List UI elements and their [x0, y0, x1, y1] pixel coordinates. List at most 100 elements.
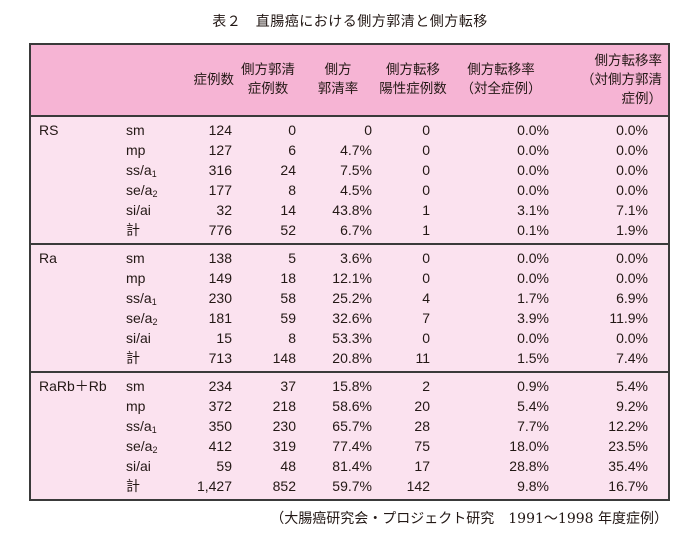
rate-dissected-cell: 0.0%: [552, 268, 669, 288]
table-row: si/ai 15 8 53.3% 0 0.0% 0.0%: [30, 328, 669, 348]
rate-dissected-cell: 1.9%: [552, 220, 669, 244]
rate-dissected-cell: 6.9%: [552, 288, 669, 308]
positive-cell: 11: [376, 348, 450, 372]
dissected-cell: 14: [236, 200, 300, 220]
dissected-cell: 8: [236, 180, 300, 200]
cases-cell: 234: [186, 371, 236, 396]
dissection-rate-cell: 0: [300, 116, 376, 140]
stage-label: 計: [126, 350, 140, 366]
stage-cell: 計: [126, 476, 186, 500]
stage-label: sm: [126, 378, 145, 394]
rate-dissected-cell: 0.0%: [552, 180, 669, 200]
positive-cell: 17: [376, 456, 450, 476]
dissected-cell: 230: [236, 416, 300, 436]
stage-label: se/a: [126, 182, 153, 198]
rate-all-cell: 0.0%: [450, 116, 552, 140]
rate-dissected-cell: 0.0%: [552, 328, 669, 348]
rate-dissected-cell: 7.4%: [552, 348, 669, 372]
group-label: [30, 396, 126, 416]
stage-label: mp: [126, 270, 146, 286]
group-rs: RS sm 124 0 0 0 0.0% 0.0% mp 127 6 4.7% 0 0.0% 0.0% ss/…: [30, 116, 669, 244]
group-label: [30, 140, 126, 160]
table-row: mp 127 6 4.7% 0 0.0% 0.0%: [30, 140, 669, 160]
group-label: RS: [30, 116, 126, 140]
stage-label: se/a: [126, 438, 153, 454]
column-header: 側方転移率 （対全症例）: [450, 44, 552, 117]
stage-cell: se/a2: [126, 180, 186, 200]
group-label: [30, 160, 126, 180]
dissected-cell: 48: [236, 456, 300, 476]
group-label: [30, 416, 126, 436]
cases-cell: 350: [186, 416, 236, 436]
stage-cell: 計: [126, 220, 186, 244]
dissection-rate-cell: 4.5%: [300, 180, 376, 200]
column-header: [30, 44, 126, 117]
cases-cell: 15: [186, 328, 236, 348]
group-label: [30, 288, 126, 308]
cases-cell: 776: [186, 220, 236, 244]
dissected-cell: 24: [236, 160, 300, 180]
dissection-rate-cell: 25.2%: [300, 288, 376, 308]
stage-label: ss/a: [126, 290, 152, 306]
group-rarbrb: RaRb＋Rb sm 234 37 15.8% 2 0.9% 5.4% mp 372 218 58.6…: [30, 371, 669, 500]
stage-cell: 計: [126, 348, 186, 372]
stage-cell: mp: [126, 396, 186, 416]
stage-subscript: 1: [151, 169, 157, 179]
cases-cell: 372: [186, 396, 236, 416]
rate-all-cell: 0.0%: [450, 180, 552, 200]
stage-label: si/ai: [126, 330, 151, 346]
group-label: [30, 220, 126, 244]
cases-cell: 124: [186, 116, 236, 140]
positive-cell: 0: [376, 268, 450, 288]
column-header: 症例数: [186, 44, 236, 117]
positive-cell: 0: [376, 160, 450, 180]
rate-all-cell: 0.0%: [450, 268, 552, 288]
dissection-rate-cell: 20.8%: [300, 348, 376, 372]
rate-all-cell: 0.0%: [450, 328, 552, 348]
stage-subscript: 2: [152, 445, 158, 455]
dissected-cell: 8: [236, 328, 300, 348]
dissected-cell: 18: [236, 268, 300, 288]
stage-subscript: 2: [152, 317, 158, 327]
cases-cell: 59: [186, 456, 236, 476]
column-header: 側方郭清 症例数: [236, 44, 300, 117]
group-label: Ra: [30, 243, 126, 268]
cases-cell: 713: [186, 348, 236, 372]
stage-subscript: 2: [152, 189, 158, 199]
stage-label: mp: [126, 398, 146, 414]
group-label: [30, 436, 126, 456]
table-row: mp 372 218 58.6% 20 5.4% 9.2%: [30, 396, 669, 416]
stage-label: mp: [126, 142, 146, 158]
table-title: 表２ 直腸癌における側方郭清と側方転移: [212, 14, 488, 30]
table-row: mp 149 18 12.1% 0 0.0% 0.0%: [30, 268, 669, 288]
rate-dissected-cell: 9.2%: [552, 396, 669, 416]
rate-dissected-cell: 35.4%: [552, 456, 669, 476]
cases-cell: 32: [186, 200, 236, 220]
stage-label: si/ai: [126, 458, 151, 474]
table-row: ss/a1 316 24 7.5% 0 0.0% 0.0%: [30, 160, 669, 180]
rate-all-cell: 3.9%: [450, 308, 552, 328]
group-label: [30, 308, 126, 328]
stage-label: sm: [126, 122, 145, 138]
dissected-cell: 37: [236, 371, 300, 396]
dissection-rate-cell: 4.7%: [300, 140, 376, 160]
stage-cell: ss/a1: [126, 160, 186, 180]
group-label: [30, 328, 126, 348]
cases-cell: 412: [186, 436, 236, 456]
rate-all-cell: 0.0%: [450, 140, 552, 160]
dissection-rate-cell: 65.7%: [300, 416, 376, 436]
dissected-cell: 52: [236, 220, 300, 244]
positive-cell: 0: [376, 116, 450, 140]
column-header: 側方転移率 （対側方郭清 症例）: [552, 44, 669, 117]
dissection-rate-cell: 3.6%: [300, 243, 376, 268]
stage-subscript: 1: [151, 297, 157, 307]
rate-all-cell: 0.1%: [450, 220, 552, 244]
rate-dissected-cell: 12.2%: [552, 416, 669, 436]
stage-cell: si/ai: [126, 200, 186, 220]
table-row: se/a2 412 319 77.4% 75 18.0% 23.5%: [30, 436, 669, 456]
positive-cell: 7: [376, 308, 450, 328]
dissected-cell: 6: [236, 140, 300, 160]
stage-label: 計: [126, 478, 140, 494]
table-row: ss/a1 230 58 25.2% 4 1.7% 6.9%: [30, 288, 669, 308]
stage-cell: sm: [126, 243, 186, 268]
